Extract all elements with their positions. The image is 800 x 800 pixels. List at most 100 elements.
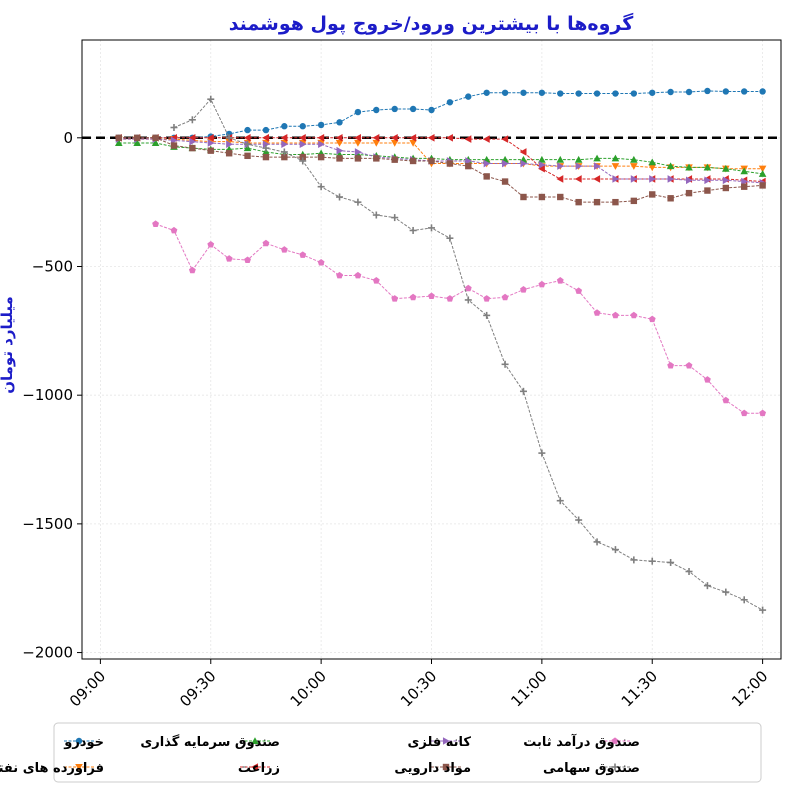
y-axis-label: میلیارد تومان (0, 296, 16, 394)
data-point (501, 89, 509, 96)
data-point (317, 153, 325, 161)
data-point (557, 193, 564, 201)
data-point (556, 497, 564, 505)
data-point (575, 162, 583, 170)
data-point (226, 140, 233, 149)
legend-label: صندوق سرمایه گذاری (140, 734, 280, 750)
data-point (409, 293, 417, 301)
series-line (155, 223, 763, 414)
data-point (722, 184, 730, 192)
data-point (354, 108, 362, 116)
data-point (740, 409, 748, 417)
data-point (299, 157, 307, 165)
data-point (354, 139, 362, 147)
legend-label: صندوق سهامی (543, 761, 640, 776)
data-point (520, 193, 527, 201)
x-tick-label: 10:30 (397, 667, 440, 710)
data-point (75, 737, 83, 745)
data-point (538, 193, 546, 201)
data-point (575, 198, 582, 206)
data-point (611, 163, 620, 170)
data-point (722, 88, 730, 95)
data-point (741, 88, 748, 95)
data-point (465, 93, 472, 100)
data-point (612, 198, 619, 206)
data-point (428, 224, 435, 232)
data-point (630, 556, 638, 564)
data-point (575, 516, 583, 524)
data-point (336, 155, 343, 162)
data-point (428, 292, 435, 300)
data-point (188, 266, 196, 274)
data-point (704, 187, 711, 194)
data-point (372, 277, 380, 284)
data-point (557, 90, 564, 97)
data-point (318, 140, 325, 149)
data-point (151, 139, 160, 146)
data-point (244, 126, 251, 134)
legend-label: زراعت (238, 761, 280, 776)
legend-item: صندوق سرمایه گذاری (140, 734, 280, 750)
legend-label: کانه فلزی (407, 735, 471, 750)
data-point (740, 596, 748, 604)
data-point (630, 163, 638, 170)
data-point (244, 256, 251, 263)
data-point (133, 139, 141, 146)
data-point (611, 154, 620, 162)
data-point (189, 144, 196, 152)
data-point (391, 156, 398, 163)
data-point (758, 170, 767, 177)
data-point (262, 239, 270, 247)
data-point (409, 139, 417, 147)
data-point (281, 140, 289, 149)
data-point (225, 255, 233, 262)
data-point (483, 311, 491, 319)
data-point (207, 139, 215, 147)
data-point (593, 154, 601, 162)
data-point (648, 315, 656, 323)
data-point (483, 173, 490, 180)
series-4 (115, 135, 767, 187)
data-point (281, 153, 288, 161)
data-point (538, 449, 546, 457)
series-6 (152, 220, 767, 417)
data-point (75, 763, 83, 771)
data-point (685, 361, 693, 369)
data-point (759, 409, 767, 417)
data-point (262, 126, 270, 134)
data-point (391, 295, 399, 302)
data-point (299, 140, 307, 149)
data-point (740, 167, 749, 175)
legend-item: خودرو (63, 735, 104, 750)
data-point (556, 155, 565, 163)
data-point (612, 90, 619, 97)
data-point (483, 295, 491, 302)
data-point (538, 161, 546, 169)
data-point (189, 137, 197, 146)
data-point (170, 142, 178, 149)
data-point (280, 246, 288, 253)
data-point (520, 286, 527, 293)
data-point (483, 89, 490, 96)
data-point (188, 116, 196, 124)
data-point (428, 106, 435, 114)
data-point (465, 162, 472, 170)
data-point (722, 396, 730, 404)
data-point (372, 211, 380, 219)
y-tick-label: −1500 (22, 515, 73, 533)
x-tick-label: 11:00 (507, 667, 550, 710)
data-point (501, 360, 509, 368)
data-point (703, 163, 712, 171)
data-point (280, 134, 288, 142)
data-point (741, 177, 749, 186)
series-0 (115, 87, 766, 142)
legend-label: صندوق درآمد ثابت (523, 733, 640, 750)
data-point (685, 88, 693, 96)
legend-label: مواد دارویی (394, 761, 471, 776)
grid (82, 40, 781, 659)
data-point (630, 90, 638, 97)
legend-item: زراعت (238, 761, 280, 776)
data-point (685, 176, 693, 185)
data-point (630, 197, 638, 205)
